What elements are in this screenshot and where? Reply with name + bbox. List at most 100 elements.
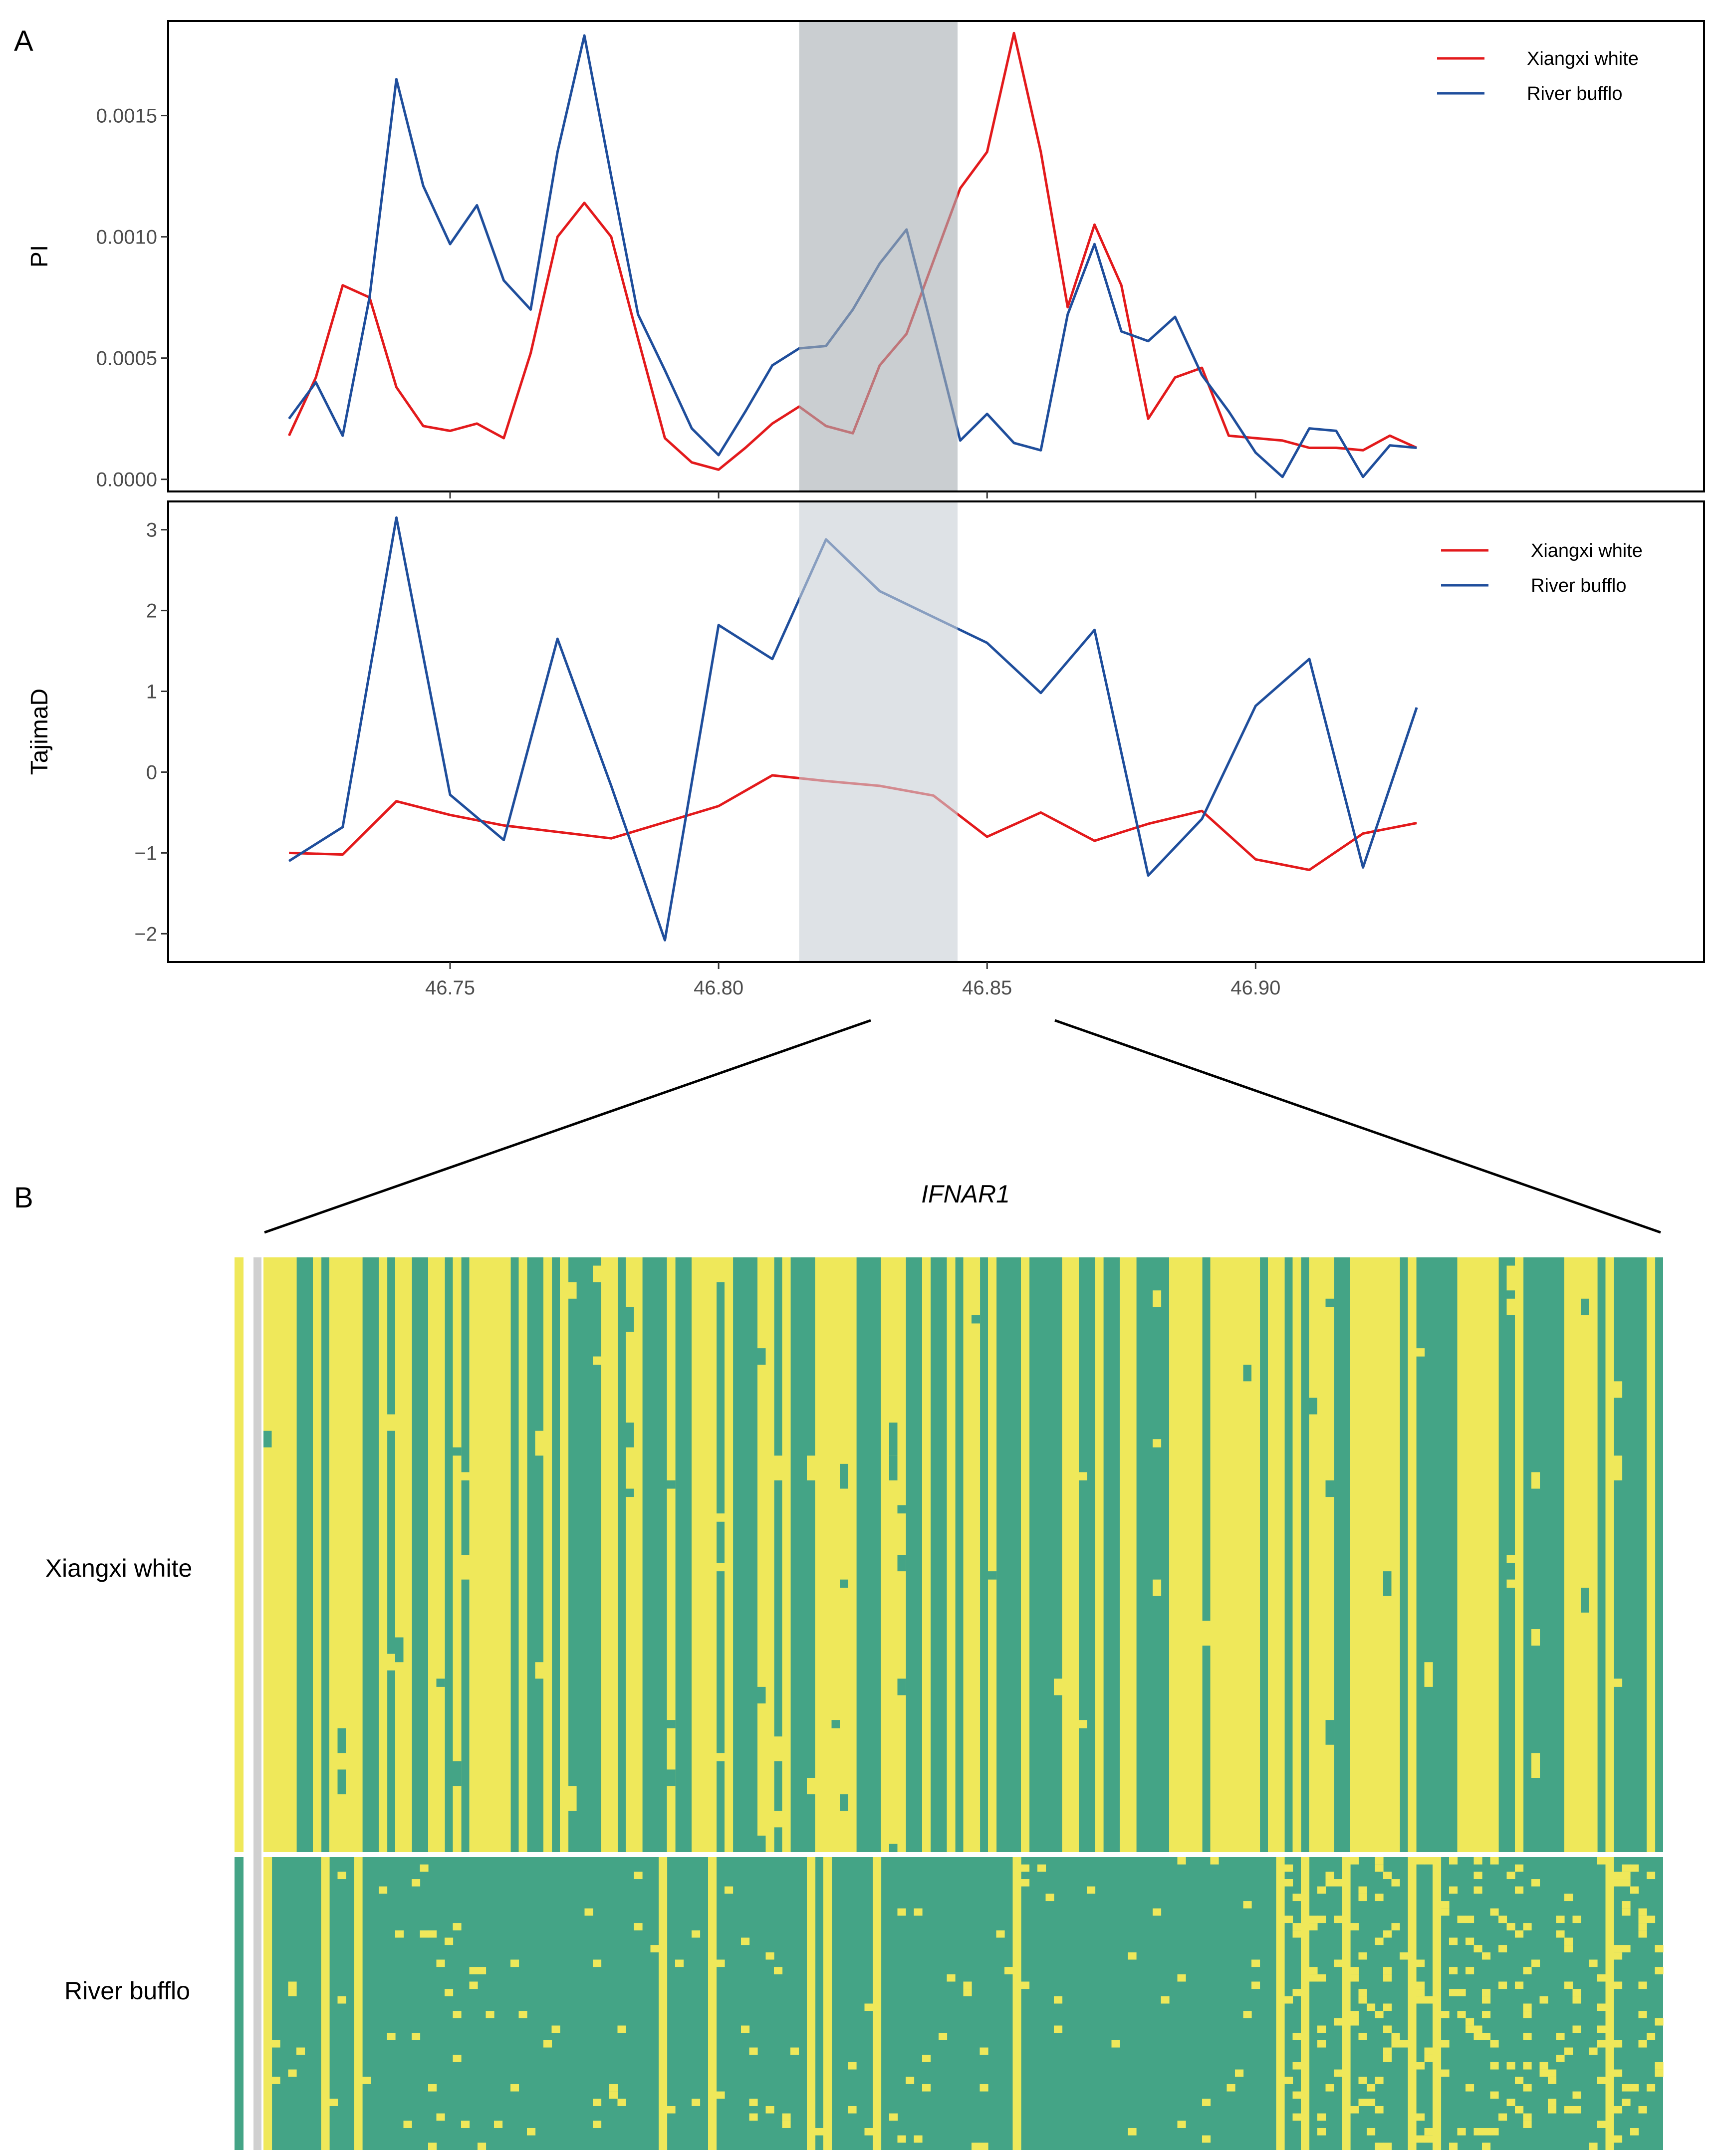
hap-cell-river [897, 1908, 906, 1916]
hap-cell-river [1441, 2011, 1450, 2018]
hap-column-xiangxi [478, 1257, 487, 1852]
hap-cell-river [1506, 1872, 1515, 1880]
pi-highlight-band [799, 21, 958, 491]
hap-cell-river [1416, 1989, 1425, 1996]
hap-cell-river [412, 2033, 421, 2040]
hap-cell-river [1054, 2025, 1063, 2033]
hap-cell-river [1350, 1967, 1359, 1974]
hap-cell-river [1350, 2018, 1359, 2026]
hap-column-xiangxi [1391, 1257, 1400, 1852]
hap-cell-river [1506, 1923, 1515, 1930]
zoom-line-right [1054, 1019, 1661, 1234]
hap-cell-xiangxi [840, 1794, 849, 1811]
hap-column-xiangxi [1317, 1257, 1326, 1852]
hap-cell-river [1358, 2033, 1367, 2040]
tajimad-ytick-label: 2 [146, 600, 157, 622]
hap-cell-river [1350, 1974, 1359, 1982]
hap-column-xiangxi [815, 1257, 824, 1852]
hap-cell-xiangxi [897, 1555, 906, 1572]
hap-cell-river [453, 1923, 462, 1930]
hap-cell-xiangxi [1309, 1398, 1318, 1415]
hap-column-xiangxi [1062, 1257, 1071, 1852]
hap-cell-river [428, 2084, 437, 2092]
panel-a-label: A [14, 25, 33, 57]
hap-cell-river [1087, 1886, 1096, 1894]
hap-cell-river [1638, 1930, 1647, 1938]
hap-cell-river [939, 2033, 948, 2040]
hap-cell-river [1473, 1886, 1482, 1894]
hap-cell-river [1572, 2106, 1581, 2114]
hap-cell-river [1317, 1886, 1326, 1894]
hap-cell-river [922, 2055, 931, 2062]
hap-cell-river [1572, 2025, 1581, 2033]
hap-cell-river [1424, 1857, 1433, 1865]
hap-cell-river [1531, 1879, 1540, 1887]
hap-cell-river [1638, 2106, 1647, 2114]
hap-cell-river [1473, 2025, 1482, 2033]
hap-column-xiangxi [765, 1257, 774, 1852]
hap-cell-river [1466, 2018, 1474, 2026]
hap-cell-river [1284, 1879, 1293, 1887]
hap-cell-river [288, 1989, 297, 1996]
hap-cell-xiangxi [1614, 1678, 1623, 1687]
hap-column-xiangxi [428, 1257, 437, 1852]
hap-cell-river [337, 1996, 346, 2004]
hap-cell-river [1367, 2084, 1376, 2092]
hap-cell-river [1284, 1996, 1293, 2004]
hap-column-xiangxi [1292, 1257, 1301, 1852]
hap-cell-river [1383, 2047, 1392, 2055]
hap-cell-river [1358, 2077, 1367, 2084]
hap-cell-river [1523, 1967, 1532, 1974]
hap-cell-river [1515, 1930, 1524, 1938]
hap-cell-xiangxi [897, 1505, 906, 1514]
hap-column-xiangxi [889, 1257, 898, 1852]
hap-cell-river [1498, 1945, 1507, 1952]
hap-column-xiangxi [1210, 1257, 1219, 1852]
hap-cell-xiangxi [889, 1423, 898, 1447]
hap-cell-river [1375, 2106, 1384, 2114]
hap-cell-river [1424, 2055, 1433, 2062]
hap-cell-river [1523, 2121, 1532, 2128]
hap-cell-river [1482, 1989, 1491, 1996]
tajimad-xtick-label: 46.85 [962, 977, 1012, 999]
hap-cell-river [1614, 1952, 1623, 1960]
hap-cell-river [445, 1989, 454, 1996]
hap-cell-river [403, 2121, 412, 2128]
hap-cell-river [1375, 1864, 1384, 1872]
hap-cell-river [1515, 2106, 1524, 2114]
hap-cell-river [1177, 1857, 1186, 1865]
hap-cell-river [1358, 1952, 1367, 1960]
hap-cell-river [428, 1930, 437, 1938]
hap-cell-river [1416, 1959, 1425, 1967]
hap-column-xiangxi [502, 1257, 511, 1852]
hap-cell-xiangxi [263, 1431, 272, 1447]
hap-cell-xiangxi [1078, 1720, 1087, 1728]
hap-cell-xiangxi [1614, 1381, 1623, 1398]
hap-cell-river [1416, 1981, 1425, 1989]
hap-cell-river [1564, 1894, 1573, 1902]
hap-cell-river [1482, 2143, 1491, 2150]
hap-column-xiangxi [560, 1257, 569, 1852]
hap-column-river [659, 1857, 668, 2150]
hap-cell-river [1350, 1857, 1359, 1865]
hap-cell-river [379, 1886, 388, 1894]
hap-cell-river [1622, 2099, 1631, 2106]
hap-cell-river [749, 2113, 758, 2121]
hap-cell-river [453, 2055, 462, 2062]
hap-cell-xiangxi [774, 1736, 783, 1761]
hap-cell-river [1325, 1879, 1334, 1887]
hap-cell-river [1548, 2106, 1557, 2114]
hap-cell-xiangxi [1243, 1365, 1252, 1382]
hap-cell-river [551, 2025, 560, 2033]
hap-cell-river [609, 2084, 618, 2092]
hap-column-xiangxi [1235, 1257, 1244, 1852]
hap-cell-river [1350, 2106, 1359, 2114]
hap-cell-river [1556, 1916, 1565, 1923]
hap-column-xiangxi [667, 1257, 676, 1852]
hap-cell-river [889, 2113, 898, 2121]
hap-cell-river [1416, 1996, 1425, 2004]
hap-cell-xiangxi [1581, 1298, 1590, 1315]
hap-cell-river [1251, 1959, 1260, 1967]
hap-cell-river [1449, 1937, 1458, 1945]
hap-cell-river [1309, 1967, 1318, 1974]
